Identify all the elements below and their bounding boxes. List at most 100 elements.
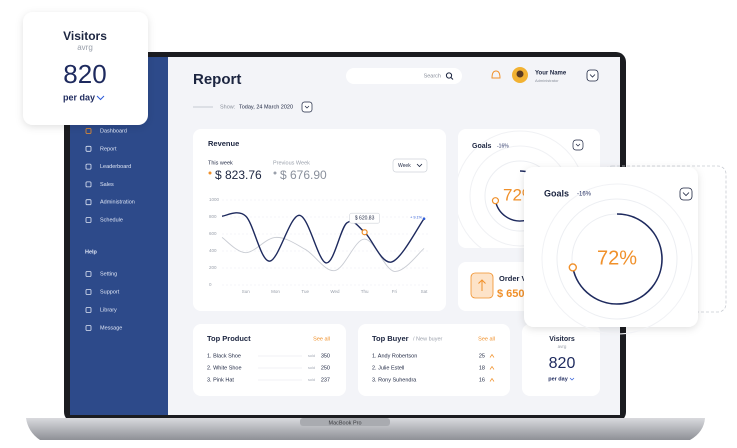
search-box[interactable]: [346, 68, 462, 84]
y-tick-label: 800: [209, 214, 217, 219]
visitors-float-card: [23, 12, 148, 125]
x-tick-label: Fri: [392, 289, 397, 294]
menu-item[interactable]: Message: [100, 325, 122, 331]
chevron: [569, 377, 575, 381]
sold-label: sold: [308, 354, 315, 358]
y-tick-label: 400: [209, 248, 217, 253]
y-tick-label: 600: [209, 231, 217, 236]
bullet: [273, 171, 277, 175]
visitors-card: [522, 324, 600, 396]
x-tick-label: Tue: [301, 289, 309, 294]
top-buyer-title: Top Buyer: [372, 334, 409, 343]
bullet: [208, 171, 212, 175]
previous-week-value: $ 676.90: [280, 168, 327, 182]
goals-marker: [568, 263, 577, 272]
goals-float-dropdown[interactable]: [679, 187, 693, 201]
chevron: [304, 105, 310, 109]
page-title: Report: [193, 71, 241, 88]
goals-title: Goals: [472, 143, 492, 150]
menu-item[interactable]: Report: [100, 146, 117, 152]
product-name: 1. Black Shoe: [207, 353, 241, 359]
menu-icon: [85, 289, 92, 295]
chevron: [575, 143, 581, 147]
menu-item[interactable]: Library: [100, 307, 117, 313]
y-tick-label: 1000: [209, 197, 220, 202]
this-week-label: This week: [208, 160, 233, 166]
top-buyer-subtitle: / New buyer: [413, 336, 443, 342]
sold-count: 350: [321, 353, 330, 359]
trend-icon: [489, 365, 495, 370]
chevron: [96, 95, 105, 101]
trend-icon: [489, 353, 495, 358]
menu-icon: [85, 163, 92, 170]
menu-item[interactable]: Leaderboard: [100, 164, 131, 170]
goals-change: -16%: [497, 143, 509, 149]
goals-float-card: [524, 167, 698, 327]
x-tick-label: Sun: [242, 289, 251, 294]
menu-icon: [85, 271, 92, 277]
visitors-float-subtitle: avrg: [77, 43, 93, 52]
x-tick-label: Mon: [271, 289, 280, 294]
goals-dropdown[interactable]: [572, 139, 584, 151]
y-tick-label: 0: [209, 282, 212, 287]
user-dropdown[interactable]: [586, 69, 599, 82]
user-role: Administrator: [535, 78, 559, 83]
buyer-name: 1. Andy Robertson: [372, 353, 417, 359]
user-name: Your Name: [535, 71, 567, 77]
top-product-card: [193, 324, 346, 396]
buyer-list: 1. Andy Robertson 25 2. Julie Estell 18 3. R…: [372, 353, 495, 383]
this-week-value: $ 823.76: [215, 168, 262, 182]
ring: [542, 184, 692, 334]
chevron: [682, 192, 690, 197]
visitors-float-unit: per day: [63, 92, 95, 102]
buyer-count: 18: [479, 365, 485, 371]
menu-icon: [85, 128, 92, 134]
bell-icon[interactable]: [491, 70, 501, 79]
revenue-line: [221, 236, 425, 272]
tooltip: [349, 212, 380, 224]
revenue-line: [221, 212, 425, 264]
arrow-up: [478, 279, 486, 291]
goals-marker: [491, 197, 500, 205]
sold-label: sold: [308, 366, 315, 370]
search-placeholder: Search: [424, 73, 441, 79]
order-title: Order Value: [499, 274, 541, 283]
goals-float-value: 72%: [597, 247, 637, 269]
sold-count: 237: [321, 377, 330, 383]
period-dropdown[interactable]: [392, 158, 428, 173]
menu-item[interactable]: Support: [100, 289, 120, 295]
change-label: + 9.1%: [410, 216, 423, 220]
date: Today, 24 March 2020: [239, 104, 293, 110]
revenue-title: Revenue: [208, 139, 239, 148]
dashed-outline: [603, 165, 727, 313]
menu-item[interactable]: Setting: [100, 271, 117, 277]
menu-icon: [85, 199, 92, 206]
date-dropdown[interactable]: [301, 101, 313, 113]
menu-item[interactable]: Administration: [100, 200, 135, 206]
x-tick-label: Wed: [330, 289, 340, 294]
menu-icon: [85, 217, 92, 223]
menu-item[interactable]: Dashboard: [100, 128, 127, 134]
visitors-value: 820: [549, 355, 576, 372]
buyer-name: 3. Rony Suhendra: [372, 377, 417, 383]
buyer-count: 16: [479, 377, 485, 383]
period-label: Week: [398, 163, 411, 169]
ring: [556, 198, 678, 320]
goals-arc: [572, 213, 663, 305]
buyer-name: 2. Julie Estell: [372, 365, 404, 371]
revenue-chart: 0 200 400 600 800 1000 Sun Mon Tue Wed Thu Fri Sat $ …: [209, 197, 430, 294]
order-value: $ 650: [497, 288, 525, 300]
goals-float-change: -16%: [577, 192, 592, 198]
menu-item[interactable]: Schedule: [100, 217, 123, 223]
menu-icon: [85, 325, 92, 331]
see-all[interactable]: See all: [313, 336, 330, 342]
menu-icon: [85, 181, 92, 188]
chevron: [589, 74, 596, 78]
revenue-card: [193, 129, 446, 311]
see-all[interactable]: See all: [478, 336, 495, 342]
menu-item[interactable]: Sales: [100, 182, 114, 188]
end-point: [422, 217, 426, 220]
visitors-subtitle: avrg: [558, 344, 567, 349]
